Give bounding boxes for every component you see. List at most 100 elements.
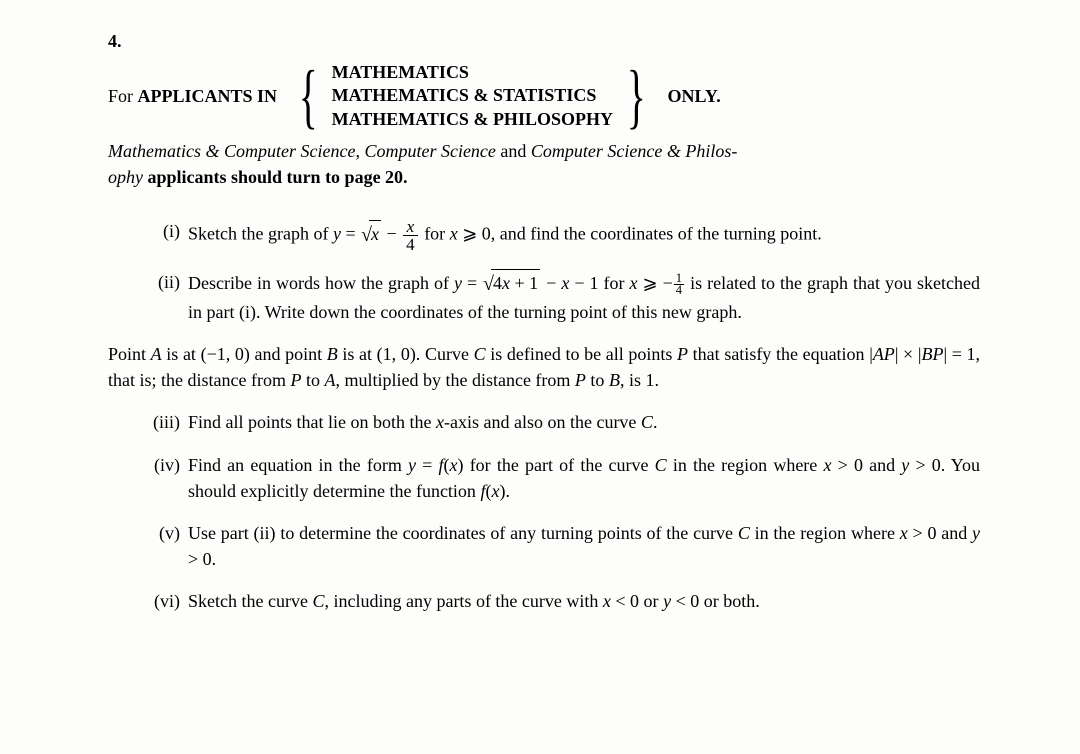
point-P: P [677,344,688,364]
vi-a: Sketch the curve [188,591,312,611]
curve-C: C [738,523,750,543]
var-x: x [436,412,444,432]
iii-b: -axis and also on the curve [444,412,641,432]
curve-C: C [641,412,653,432]
minus: − [382,224,401,244]
part-i-num: (i) [136,218,188,253]
for-text: For [108,86,138,106]
exam-page: 4. For APPLICANTS IN { MATHEMATICS MATHE… [0,0,1080,644]
part-vi-body: Sketch the curve C, including any parts … [188,588,980,614]
mid-paragraph: Point A is at (−1, 0) and point B is at … [108,341,980,393]
curve-C: C [312,591,324,611]
mid-i: , multiplied by the distance from [335,370,574,390]
geq: ⩾ − [638,273,673,293]
frac-bot: 4 [403,235,418,253]
part-ii: (ii) Describe in words how the graph of … [136,269,980,325]
parx2: (x) [485,481,505,501]
eq-sign: = [416,455,439,475]
headline-left: For APPLICANTS IN [108,83,277,109]
curve-C: C [655,455,667,475]
sqrt-icon: √x [361,220,381,250]
part-ii-tail2: − 1 for [569,273,629,293]
sfrac-bot: 4 [674,284,684,296]
parts-list-2: (iii) Find all points that lie on both t… [108,409,980,614]
left-brace-icon: { [299,60,318,132]
redirect-course-1: Mathematics & Computer Science [108,141,355,161]
mid-b: is at (−1, 0) and point [162,344,327,364]
vi-lt: < 0 or [611,591,663,611]
iv-d: . [505,481,510,501]
part-iv-body: Find an equation in the form y = f(x) fo… [188,452,980,504]
iv-b: for the part of the curve [464,455,655,475]
v-b: in the region where [750,523,900,543]
mid-h: to [301,370,324,390]
redirect-course-3b: ophy [108,167,143,187]
point-A: A [324,370,335,390]
part-vi: (vi) Sketch the curve C, including any p… [136,588,980,614]
part-iv: (iv) Find an equation in the form y = f(… [136,452,980,504]
frac-top: x [403,218,418,235]
part-iii: (iii) Find all points that lie on both t… [136,409,980,435]
var-y: y [454,273,462,293]
var-y: y [408,455,416,475]
part-v-body: Use part (ii) to determine the coordinat… [188,520,980,572]
part-iv-num: (iv) [136,452,188,504]
redirect-note: Mathematics & Computer Science, Computer… [108,138,980,190]
curve-C: C [474,344,486,364]
mid-k: , is 1. [620,370,659,390]
brace-line-3: MATHEMATICS & PHILOSOPHY [332,108,613,131]
part-i-tail: ⩾ 0, and find the coordinates of the tur… [458,224,822,244]
var-x: x [502,273,510,293]
part-iii-num: (iii) [136,409,188,435]
eq-sign: = [341,224,360,244]
parts-list: (i) Sketch the graph of y = √x − x4 for … [108,218,980,325]
only-text: ONLY. [668,83,721,109]
redirect-and: and [496,141,531,161]
part-v: (v) Use part (ii) to determine the coord… [136,520,980,572]
fraction: x4 [403,218,418,253]
vi-lt2: < 0 or both. [671,591,760,611]
seg-BP: BP [921,344,943,364]
var-y: y [972,523,980,543]
var-y: y [333,224,341,244]
right-brace-icon: } [627,60,646,132]
part-i-body: Sketch the graph of y = √x − x4 for x ⩾ … [188,218,980,253]
vi-b: , including any parts of the curve with [324,591,602,611]
iv-c: in the region where [667,455,824,475]
part-iii-body: Find all points that lie on both the x-a… [188,409,980,435]
sqrt-arg: 4x + 1 [491,269,540,296]
redirect-tail: applicants should turn to page 20. [143,167,408,187]
mid-f: | × | [895,344,922,364]
part-ii-body: Describe in words how the graph of y = √… [188,269,980,325]
brace-line-1: MATHEMATICS [332,61,613,84]
part-ii-num: (ii) [136,269,188,325]
part-i-text-a: Sketch the graph of [188,224,333,244]
iv-a: Find an equation in the form [188,455,408,475]
question-number: 4. [108,28,980,54]
mid-d: is defined to be all points [486,344,677,364]
only-label: ONLY. [668,86,721,106]
part-ii-text-a: Describe in words how the graph of [188,273,454,293]
point-A: A [151,344,162,364]
v-gt2: > 0. [188,549,216,569]
mid-e: that satisfy the equation | [688,344,873,364]
point-B: B [327,344,338,364]
mid-c: is at (1, 0). Curve [338,344,474,364]
parx: (x) [444,455,464,475]
brace-block: { MATHEMATICS MATHEMATICS & STATISTICS M… [291,60,653,132]
var-x: x [603,591,611,611]
eq-sign: = [462,273,482,293]
part-i-text-b: for [420,224,450,244]
applicants-in: APPLICANTS IN [138,86,278,106]
part-i: (i) Sketch the graph of y = √x − x4 for … [136,218,980,253]
point-P: P [290,370,301,390]
mid-j: to [586,370,609,390]
v-a: Use part (ii) to determine the coordinat… [188,523,738,543]
v-gt: > 0 and [908,523,972,543]
sqrt-arg: x [369,220,381,247]
part-vi-num: (vi) [136,588,188,614]
small-fraction: 14 [674,273,684,297]
mid-a: Point [108,344,151,364]
seg-AP: AP [873,344,895,364]
redirect-course-2: Computer Science [364,141,495,161]
